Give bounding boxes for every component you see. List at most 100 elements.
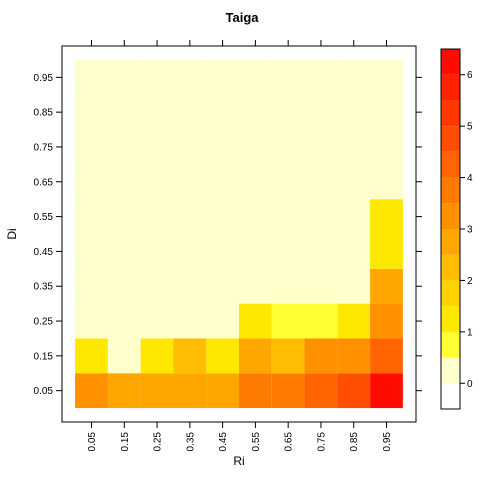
heatmap-cell [337,95,370,130]
heatmap-cell [206,234,239,269]
heatmap-cell [305,164,338,199]
heatmap-cell [75,60,108,95]
heatmap-cell [173,304,206,339]
x-axis-label: Ri [233,454,244,468]
colorbar-swatch [441,280,460,306]
x-tick-label: 0.05 [87,432,98,452]
heatmap-cell [370,95,403,130]
heatmap-cell [173,130,206,165]
y-tick-labels: 0.05 0.15 0.25 0.35 0.45 0.55 0.65 0.75 0.85 0.95 [34,73,54,397]
heatmap-cell [75,234,108,269]
heatmap-cell [239,234,272,269]
colorbar-swatch [441,152,460,178]
heatmap-cell [206,269,239,304]
y-axis-label: Di [5,228,19,239]
colorbar-swatch [441,255,460,281]
colorbar-tick-label: 5 [467,122,473,133]
colorbar-swatch [441,332,460,358]
heatmap-cell [305,304,338,339]
colorbar-tick-label: 3 [467,225,473,236]
heatmap-cell [272,95,305,130]
heatmap-cell [305,60,338,95]
heatmap-cell [272,164,305,199]
heatmap-cell [337,234,370,269]
heatmap-cell [272,130,305,165]
heatmap-cell [272,304,305,339]
heatmap-cell [141,60,174,95]
heatmap-cell [305,130,338,165]
heatmap-cell [173,338,206,373]
heatmap-cell [305,234,338,269]
heatmap-cell [108,338,141,373]
colorbar-swatch [441,306,460,332]
heatmap-cell [337,373,370,408]
heatmap-cell [108,373,141,408]
heatmap-cell [239,95,272,130]
heatmap-cell [75,199,108,234]
heatmap-cell [141,199,174,234]
y-tick-label: 0.05 [34,386,54,397]
chart-title: Taiga [226,10,260,25]
x-tick-label: 0.15 [120,432,131,452]
colorbar-tick-label: 0 [467,379,473,390]
heatmap-cell [305,338,338,373]
heatmap-cell [141,338,174,373]
heatmap-cell [337,338,370,373]
heatmap-cell [206,95,239,130]
heatmap-cell [370,60,403,95]
heatmap-cell [108,234,141,269]
heatmap-cell [108,130,141,165]
colorbar-swatch [441,229,460,255]
heatmap-cell [206,164,239,199]
heatmap-cell [239,269,272,304]
heatmap-cell [370,269,403,304]
heatmap-cell [239,373,272,408]
heatmap-cell [141,269,174,304]
y-tick-label: 0.35 [34,282,54,293]
y-tick-label: 0.15 [34,351,54,362]
colorbar-tick-label: 6 [467,70,473,81]
y-tick-label: 0.85 [34,108,54,119]
heatmap-cell [75,164,108,199]
x-tick-label: 0.35 [185,432,196,452]
heatmap-cell [173,199,206,234]
heatmap-cell [141,130,174,165]
heatmap-cell [272,234,305,269]
heatmap-cell [239,164,272,199]
heatmap-cell [370,338,403,373]
heatmap-cell [173,234,206,269]
heatmap-cell [141,234,174,269]
colorbar-tick-label: 4 [467,173,473,184]
heatmap-cell [75,338,108,373]
heatmap-cell [239,130,272,165]
x-tick-label: 0.55 [251,432,262,452]
heatmap-cell [337,269,370,304]
x-tick-label: 0.65 [284,432,295,452]
heatmap-cell [75,130,108,165]
heatmap-cell [337,199,370,234]
heatmap-cell [239,304,272,339]
heatmap-cell [370,304,403,339]
x-tick-label: 0.75 [316,432,327,452]
heatmap-cell [75,269,108,304]
heatmap-cell [305,373,338,408]
heatmap-cell [370,373,403,408]
heatmap-cell [272,338,305,373]
heatmap-cell [337,130,370,165]
heatmap-cell [272,199,305,234]
y-tick-label: 0.95 [34,73,54,84]
x-tick-label: 0.25 [153,432,164,452]
heatmap-cell [141,304,174,339]
heatmap-cell [173,95,206,130]
x-tick-label: 0.45 [218,432,229,452]
heatmap-cell [206,199,239,234]
heatmap-cell [108,199,141,234]
heatmap-cell [370,130,403,165]
heatmap-cell [206,373,239,408]
heatmap-cell [305,269,338,304]
colorbar-swatch [441,178,460,204]
colorbar-swatch [441,49,460,75]
heatmap-cell [108,164,141,199]
heatmap-cell [239,338,272,373]
colorbar-tick-label: 2 [467,276,473,287]
